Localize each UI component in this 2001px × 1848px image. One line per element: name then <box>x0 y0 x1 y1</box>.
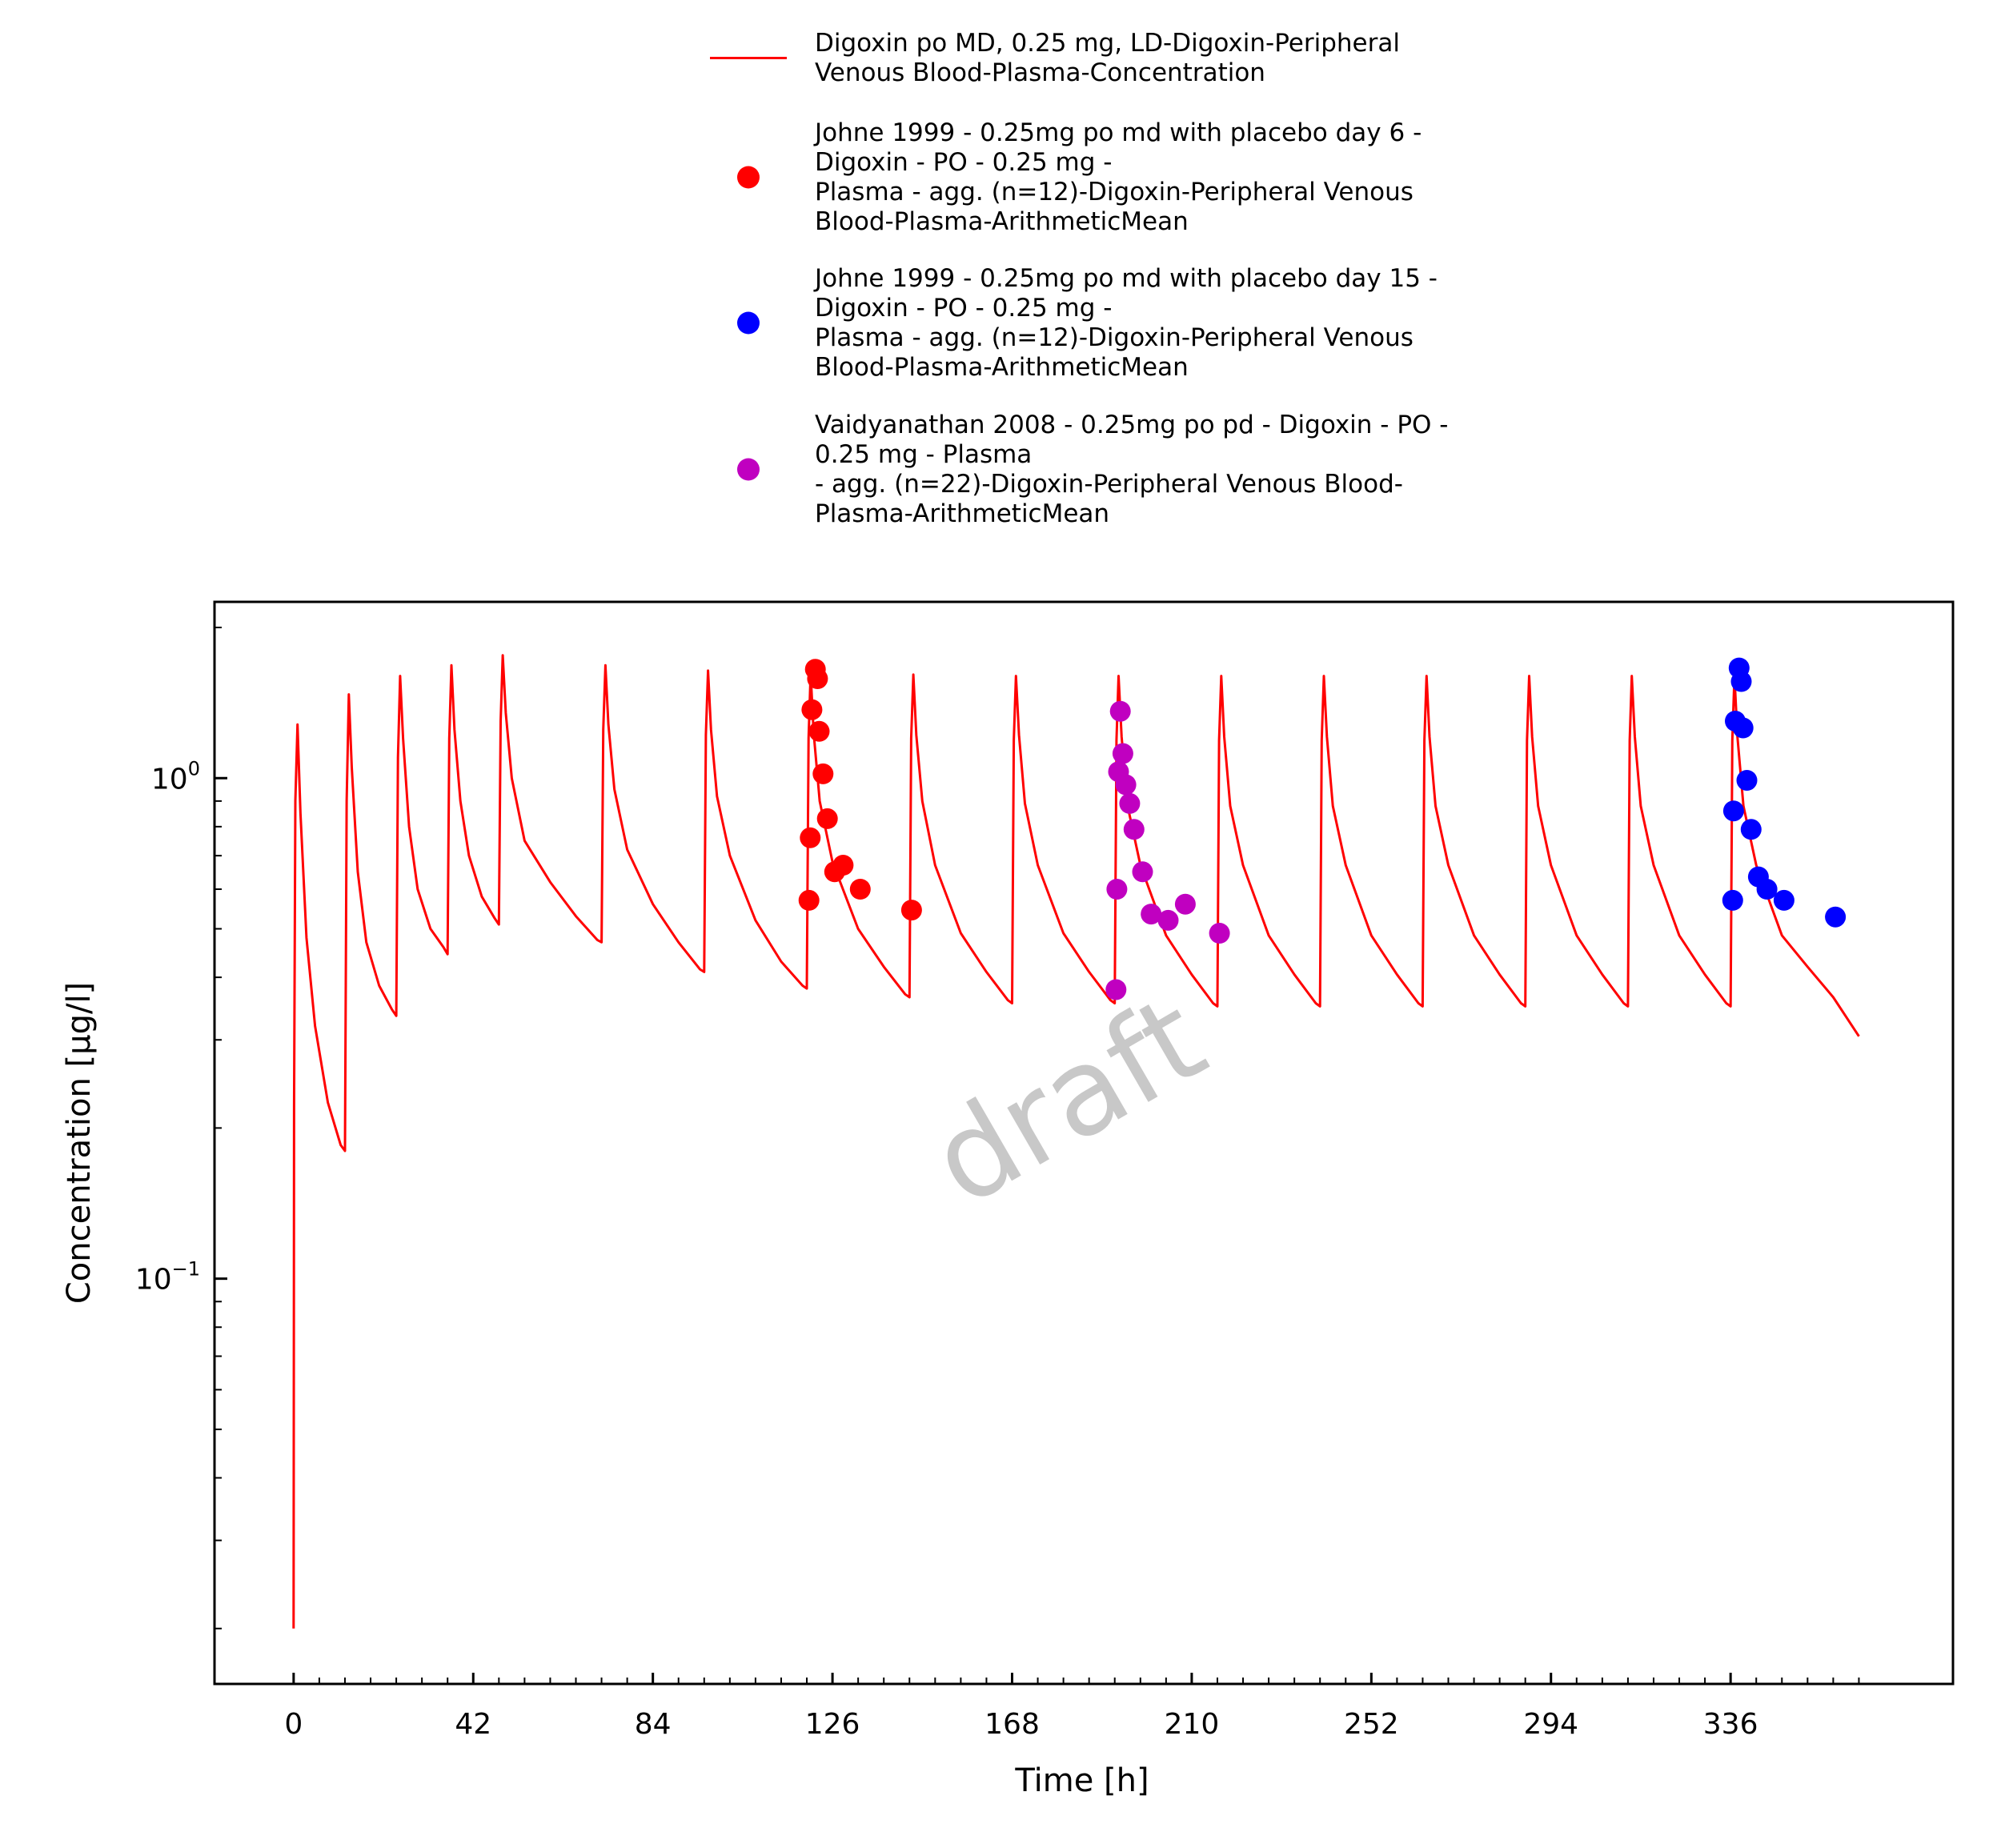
x-tick-label-0: 0 <box>284 1708 303 1741</box>
data-point-s3-3 <box>1109 700 1131 722</box>
x-tick-label-4: 168 <box>984 1708 1040 1741</box>
data-point-s1-2 <box>801 699 823 720</box>
data-point-s2-4 <box>1730 671 1752 692</box>
data-point-s1-7 <box>816 808 838 829</box>
data-point-s3-10 <box>1157 909 1179 931</box>
legend-text-1-3: Blood-Plasma-ArithmeticMean <box>815 207 1189 236</box>
data-point-s1-6 <box>812 763 834 784</box>
data-point-s3-5 <box>1115 774 1137 796</box>
data-point-s2-7 <box>1740 819 1762 840</box>
plot-frame <box>213 600 1955 1686</box>
data-point-s1-9 <box>832 855 854 876</box>
legend-text-3-2: - agg. (n=22)-Digoxin-Peripheral Venous … <box>815 470 1403 499</box>
data-point-s2-6 <box>1736 770 1758 791</box>
x-tick-label-2: 84 <box>635 1708 672 1741</box>
data-point-s1-11 <box>900 900 922 921</box>
series-line-0 <box>292 654 1860 1629</box>
data-point-s3-7 <box>1123 819 1145 840</box>
x-tick-label-7: 294 <box>1523 1708 1578 1741</box>
legend-dot-marker-1 <box>737 166 760 189</box>
legend-text-1-0: Johne 1999 - 0.25mg po md with placebo d… <box>813 118 1422 147</box>
data-point-s3-4 <box>1112 743 1133 764</box>
data-point-s3-6 <box>1119 792 1141 814</box>
data-point-s1-5 <box>808 720 830 742</box>
legend-text-3-0: Vaidyanathan 2008 - 0.25mg po pd - Digox… <box>815 411 1448 439</box>
legend-text-1-2: Plasma - agg. (n=12)-Digoxin-Peripheral … <box>815 178 1414 206</box>
series-layer <box>292 654 1860 1629</box>
legend-text-0-1: Venous Blood-Plasma-Concentration <box>815 58 1265 87</box>
axes-layer: 0 42 84 126 168 210 252 294 336 100 10−1 <box>135 626 1860 1741</box>
legend: Digoxin po MD, 0.25 mg, LD-Digoxin-Perip… <box>710 29 1448 528</box>
x-tick-label-3: 126 <box>805 1708 860 1741</box>
y-tick-label-1: 10−1 <box>135 1258 200 1297</box>
data-point-s1-1 <box>800 827 821 848</box>
watermark: draft <box>909 969 1227 1233</box>
legend-text-0-0: Digoxin po MD, 0.25 mg, LD-Digoxin-Perip… <box>815 29 1400 58</box>
data-point-s3-9 <box>1141 904 1162 925</box>
legend-text-3-3: Plasma-ArithmeticMean <box>815 499 1109 528</box>
y-axis-label: Concentration [µg/l] <box>61 982 98 1304</box>
x-tick-label-1: 42 <box>455 1708 491 1741</box>
data-point-s2-11 <box>1825 906 1847 928</box>
data-point-s1-4 <box>807 668 828 689</box>
y-tick-label-0: 100 <box>151 757 200 796</box>
legend-text-2-3: Blood-Plasma-ArithmeticMean <box>815 353 1189 382</box>
legend-text-3-1: 0.25 mg - Plasma <box>815 440 1032 469</box>
data-point-s2-9 <box>1756 879 1778 900</box>
x-axis-label: Time [h] <box>1014 1762 1149 1799</box>
x-tick-label-8: 336 <box>1703 1708 1758 1741</box>
legend-text-2-0: Johne 1999 - 0.25mg po md with placebo d… <box>813 264 1438 293</box>
data-point-s2-5 <box>1732 717 1754 739</box>
data-point-s3-8 <box>1132 861 1153 883</box>
legend-text-2-1: Digoxin - PO - 0.25 mg - <box>815 294 1112 323</box>
data-point-s3-1 <box>1106 879 1128 900</box>
data-point-s3-0 <box>1105 979 1127 1000</box>
data-point-s2-10 <box>1773 889 1794 911</box>
data-point-s2-0 <box>1722 889 1743 911</box>
legend-dot-marker-3 <box>737 458 760 481</box>
data-point-s3-11 <box>1174 893 1196 915</box>
data-point-s2-1 <box>1722 800 1744 822</box>
legend-text-1-1: Digoxin - PO - 0.25 mg - <box>815 148 1112 177</box>
data-point-s3-12 <box>1209 923 1230 944</box>
x-tick-label-5: 210 <box>1165 1708 1220 1741</box>
data-point-s1-0 <box>798 889 820 911</box>
x-tick-label-6: 252 <box>1344 1708 1399 1741</box>
data-point-s1-10 <box>849 879 871 900</box>
legend-dot-marker-2 <box>737 311 760 335</box>
legend-text-2-2: Plasma - agg. (n=12)-Digoxin-Peripheral … <box>815 323 1414 352</box>
